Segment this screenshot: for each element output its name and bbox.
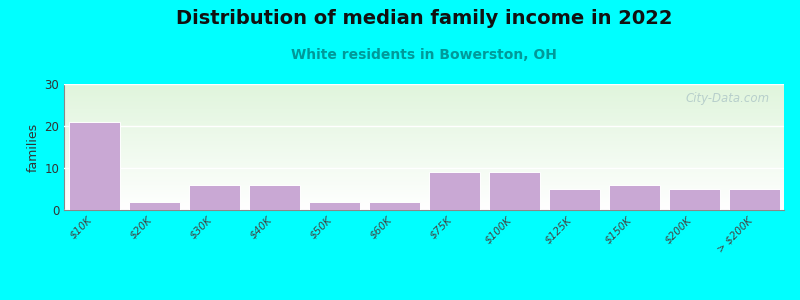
Bar [489, 172, 539, 210]
Bar [369, 202, 419, 210]
Bar [309, 202, 359, 210]
Text: Distribution of median family income in 2022: Distribution of median family income in … [176, 9, 672, 28]
Y-axis label: families: families [27, 122, 40, 172]
Text: City-Data.com: City-Data.com [686, 92, 770, 105]
Text: White residents in Bowerston, OH: White residents in Bowerston, OH [291, 48, 557, 62]
Bar [129, 202, 179, 210]
Bar [429, 172, 479, 210]
Bar [609, 185, 659, 210]
Bar [669, 189, 719, 210]
Bar [69, 122, 119, 210]
Bar [249, 185, 299, 210]
Bar [549, 189, 599, 210]
Bar [189, 185, 239, 210]
Bar [729, 189, 779, 210]
